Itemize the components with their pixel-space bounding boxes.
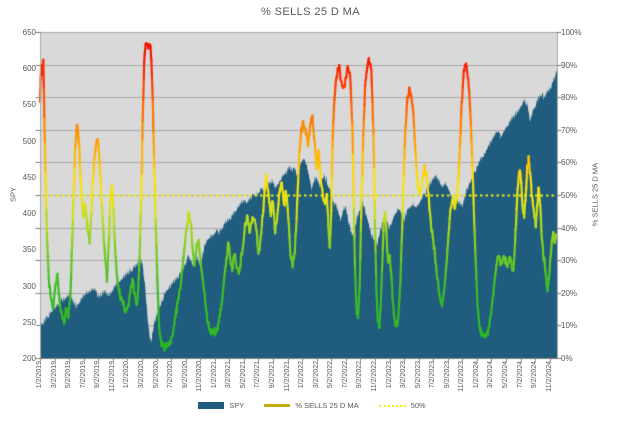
- legend: SPY % SELLS 25 D MA 50%: [0, 401, 624, 410]
- x-axis-tick-label: 9/2/2021: [269, 361, 276, 389]
- x-axis-tick-label: 11/2/2024: [545, 361, 553, 392]
- x-axis-tick-label: 5/2/2019: [65, 361, 73, 389]
- x-axis-tick-label: 3/2/2024: [487, 361, 495, 389]
- x-axis-tick-label: 11/2/2023: [458, 361, 466, 392]
- sells-line-swatch: [264, 404, 291, 407]
- y-axis-left-tick-label: 500: [22, 136, 36, 146]
- x-axis-tick-label: 11/2/2020: [196, 361, 204, 392]
- legend-label-spy: SPY: [229, 401, 245, 410]
- y-axis-left-tick-label: 650: [22, 28, 36, 37]
- x-axis-tick-label: 7/2/2022: [341, 361, 349, 389]
- x-axis-tick-label: 5/2/2020: [152, 361, 160, 389]
- y-axis-right-tick-label: 10%: [561, 321, 578, 331]
- x-axis-tick-label: 11/2/2022: [370, 361, 378, 392]
- legend-item-sells: % SELLS 25 D MA: [264, 401, 359, 410]
- x-axis-tick-label: 9/2/2019: [94, 361, 102, 389]
- x-axis-tick-label: 5/2/2024: [502, 361, 510, 389]
- x-axis-tick-label: 3/2/2020: [137, 361, 145, 389]
- legend-item-spy: SPY: [198, 401, 244, 410]
- x-axis-tick-label: 3/2/2021: [225, 361, 233, 389]
- y-axis-right-tick-label: 40%: [561, 223, 578, 233]
- x-axis-tick-label: 3/2/2023: [400, 361, 408, 389]
- y-axis-left-tick-label: 250: [22, 317, 36, 327]
- x-axis-tick-label: 7/2/2019: [79, 361, 87, 389]
- chart-title: % SELLS 25 D MA: [261, 6, 360, 18]
- y-axis-left-tick-label: 350: [22, 245, 36, 255]
- legend-label-50pct: 50%: [410, 401, 426, 410]
- x-axis-tick-label: 1/2/2022: [298, 361, 306, 389]
- x-axis-tick-label: 3/2/2019: [50, 361, 58, 389]
- y-axis-right-tick-label: 100%: [561, 28, 582, 37]
- y-axis-right-tick-label: 80%: [561, 93, 578, 103]
- y-axis-left-tick-label: 550: [22, 100, 36, 110]
- x-axis-tick-label: 7/2/2024: [516, 361, 524, 389]
- y-axis-right-tick-label: 20%: [561, 288, 578, 298]
- x-axis-tick-label: 9/2/2024: [531, 361, 539, 389]
- y-axis-right-tick-label: 60%: [561, 158, 578, 168]
- x-axis-tick-label: 1/2/2021: [210, 361, 218, 389]
- x-axis-tick-label: 7/2/2021: [254, 361, 262, 389]
- y-axis-right-tick-label: 50%: [561, 191, 578, 200]
- y-axis-left-tick-label: 300: [22, 281, 36, 291]
- x-axis-tick-label: 9/2/2020: [181, 361, 189, 389]
- x-axis-tick-label: 9/2/2023: [443, 361, 451, 389]
- spy-area-swatch: [198, 402, 225, 409]
- y-axis-left-tick-label: 400: [22, 209, 36, 219]
- x-axis-tick-label: 5/2/2021: [239, 361, 247, 389]
- x-axis-tick-label: 1/2/2024: [472, 361, 480, 389]
- x-axis-tick-label: 1/2/2023: [385, 361, 393, 389]
- y-axis-left-tick-label: 450: [22, 172, 36, 182]
- x-axis-tick-label: 5/2/2023: [414, 361, 422, 389]
- x-axis-tick-label: 3/2/2022: [312, 361, 320, 389]
- legend-item-50pct: 50%: [378, 401, 426, 410]
- x-axis-tick-label: 11/2/2021: [283, 361, 291, 392]
- x-axis-tick-label: 9/2/2022: [356, 361, 364, 389]
- x-axis-tick-label: 7/2/2020: [167, 361, 175, 389]
- x-axis-tick-label: 1/2/2020: [123, 361, 131, 389]
- x-axis-tick-label: 7/2/2023: [429, 361, 437, 389]
- y-axis-right-tick-label: 30%: [561, 256, 578, 266]
- y-axis-left-tick-label: 200: [22, 354, 36, 363]
- x-axis-tick-label: 1/2/2019: [36, 361, 43, 389]
- y-axis-right-tick-label: 90%: [561, 60, 578, 70]
- y-axis-right-tick-label: 0%: [561, 354, 573, 363]
- y-axis-right-tick-label: 70%: [561, 125, 578, 135]
- legend-label-sells: % SELLS 25 D MA: [295, 401, 359, 410]
- x-axis-tick-label: 11/2/2019: [108, 361, 116, 392]
- y-axis-left-tick-label: 600: [22, 64, 36, 74]
- x-axis-tick-label: 5/2/2022: [327, 361, 335, 389]
- fifty-percent-dotted-swatch: [378, 404, 406, 407]
